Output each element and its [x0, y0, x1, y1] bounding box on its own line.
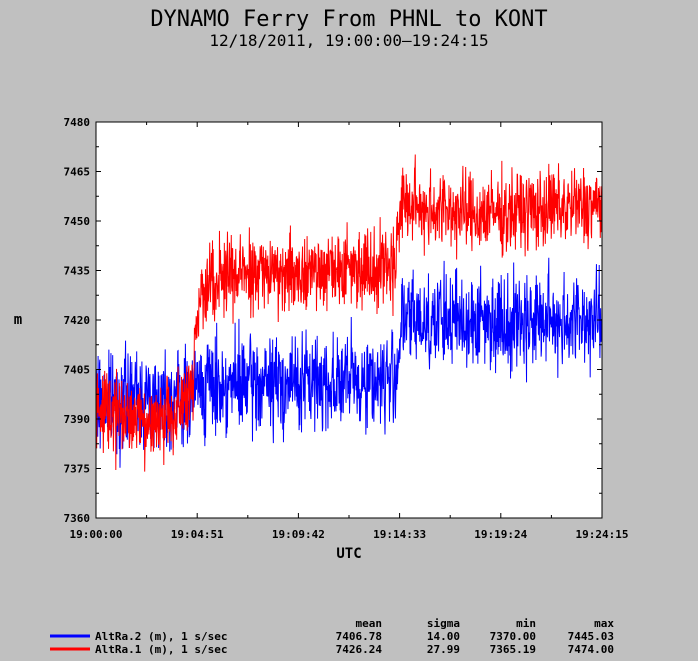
stats-header: sigma — [427, 617, 460, 630]
stats-value: 7406.78 — [336, 630, 382, 643]
y-axis-label: m — [14, 312, 22, 328]
stats-header: min — [516, 617, 536, 630]
y-axis: 7360 7375 7390 7405 7420 7435 7450 7465 7480 — [64, 116, 602, 525]
x-tick-label: 19:04:51 — [171, 528, 224, 541]
stats-value: 7370.00 — [490, 630, 536, 643]
x-tick-label: 19:09:42 — [272, 528, 325, 541]
y-tick-label: 7480 — [64, 116, 91, 129]
chart-subtitle: 12/18/2011, 19:00:00–19:24:15 — [209, 31, 488, 50]
stats-value: 7426.24 — [336, 643, 383, 656]
x-tick-label: 19:24:15 — [576, 528, 629, 541]
y-tick-label: 7465 — [64, 166, 91, 179]
x-tick-label: 19:19:24 — [474, 528, 527, 541]
stats-header: mean — [356, 617, 383, 630]
stats-header: max — [594, 617, 614, 630]
y-tick-label: 7405 — [64, 364, 91, 377]
stats-value: 7474.00 — [568, 643, 614, 656]
y-tick-label: 7420 — [64, 314, 91, 327]
x-tick-label: 19:14:33 — [373, 528, 426, 541]
series-line — [95, 154, 603, 472]
y-tick-label: 7375 — [64, 463, 91, 476]
stats-value: 27.99 — [427, 643, 460, 656]
stats-value: 7365.19 — [490, 643, 536, 656]
chart-title: DYNAMO Ferry From PHNL to KONT — [150, 7, 547, 32]
x-axis-label: UTC — [336, 546, 361, 562]
legend: mean sigma min max AltRa.2 (m), 1 s/sec 7406.… — [50, 617, 614, 656]
x-axis: 19:00:00 19:04:51 19:09:42 19:14:33 19:19:24… — [70, 122, 629, 541]
y-tick-label: 7360 — [64, 512, 91, 525]
y-tick-label: 7390 — [64, 413, 91, 426]
legend-label: AltRa.1 (m), 1 s/sec — [95, 643, 227, 656]
stats-value: 14.00 — [427, 630, 460, 643]
y-tick-label: 7435 — [64, 265, 91, 278]
series-layer — [95, 154, 603, 472]
x-tick-label: 19:00:00 — [70, 528, 123, 541]
stats-value: 7445.03 — [568, 630, 614, 643]
y-tick-label: 7450 — [64, 215, 91, 228]
legend-label: AltRa.2 (m), 1 s/sec — [95, 630, 227, 643]
